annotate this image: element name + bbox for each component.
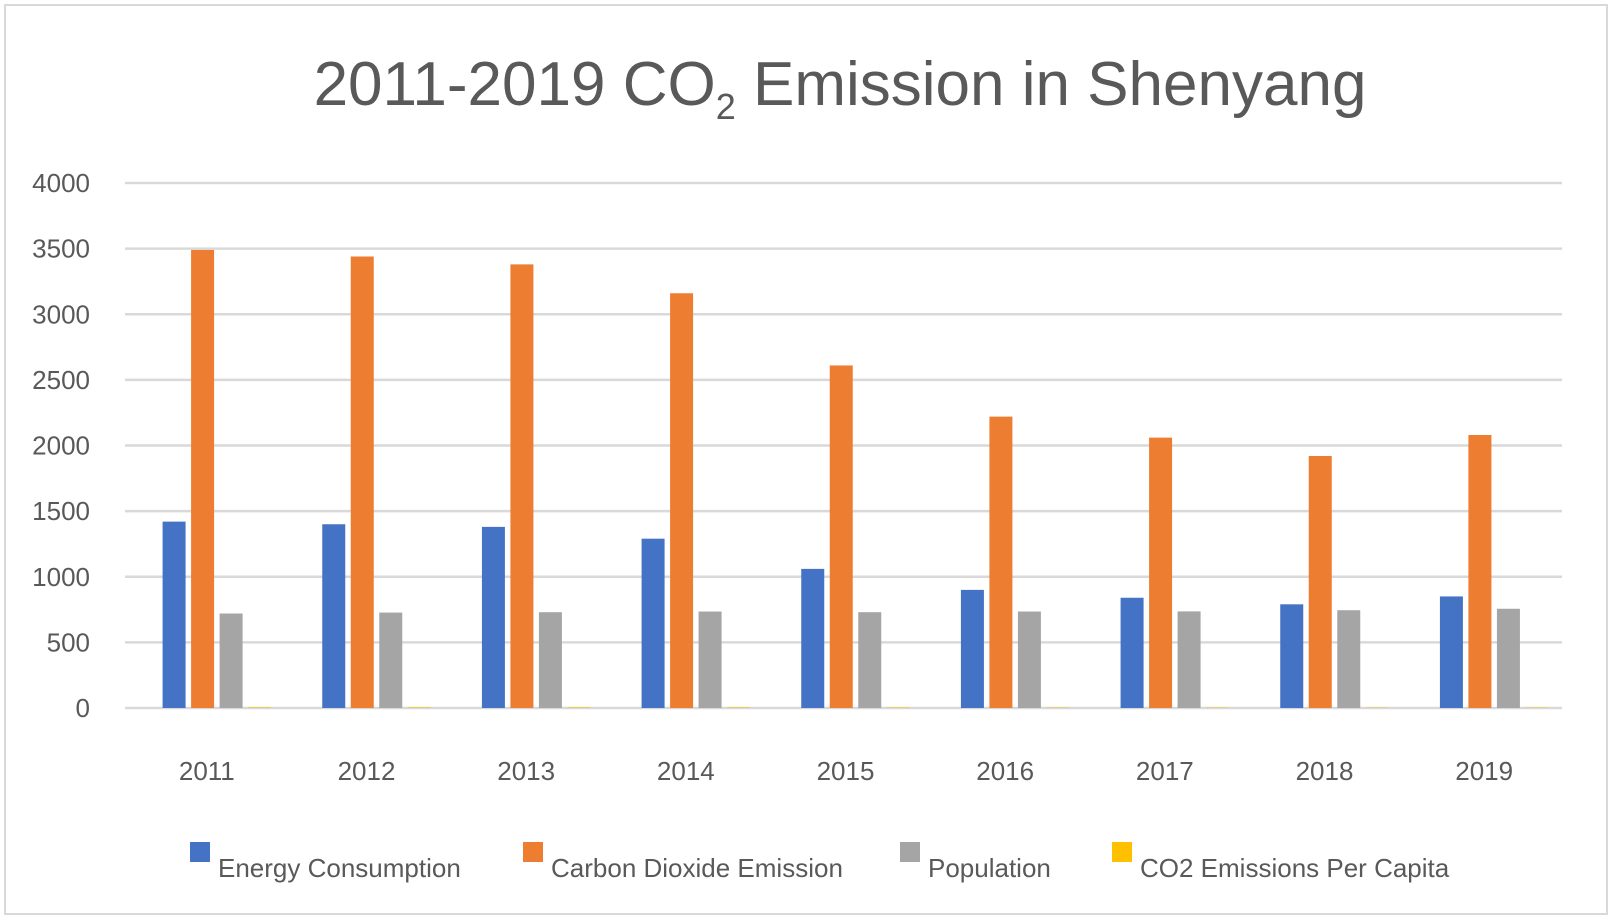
bar-carbon-dioxide-emission-2014 [670,293,694,708]
legend-swatch [900,842,920,862]
bar-co2-emissions-per-capita-2012 [407,707,431,708]
bar-population-2018 [1337,610,1361,708]
legend-label: Population [928,853,1051,883]
y-tick-label: 2500 [32,365,90,395]
bar-carbon-dioxide-emission-2011 [191,249,215,708]
legend-label: Energy Consumption [218,853,461,883]
legend-label: CO2 Emissions Per Capita [1140,853,1450,883]
x-tick-label: 2014 [657,756,715,786]
y-tick-label: 1500 [32,496,90,526]
bar-co2-emissions-per-capita-2011 [248,707,272,708]
bar-population-2014 [698,611,722,708]
chart-title-subscript: 2 [716,86,736,127]
bar-carbon-dioxide-emission-2017 [1149,437,1173,708]
x-tick-label: 2011 [179,756,235,786]
x-tick-label: 2016 [976,756,1034,786]
bar-carbon-dioxide-emission-2013 [510,264,534,708]
y-tick-label: 3500 [32,234,90,264]
legend: Energy Consumption Carbon Dioxide Emissio… [190,842,1450,883]
bar-energy-consumption-2014 [641,538,665,708]
bar-co2-emissions-per-capita-2014 [727,707,751,708]
bar-carbon-dioxide-emission-2012 [350,256,374,708]
bar-population-2011 [219,613,243,708]
y-tick-label: 500 [47,627,90,657]
bar-population-2019 [1496,608,1520,708]
x-tick-label: 2018 [1296,756,1354,786]
x-tick-label: 2017 [1136,756,1194,786]
bar-energy-consumption-2013 [481,526,505,708]
chart-title-main: 2011-2019 CO [314,50,716,119]
x-tick-label: 2013 [497,756,555,786]
chart-title-rest: Emission in Shenyang [736,50,1367,119]
bar-energy-consumption-2012 [322,524,346,708]
bar-population-2016 [1017,611,1041,708]
y-tick-label: 0 [76,693,90,723]
bar-carbon-dioxide-emission-2016 [989,416,1013,708]
bar-energy-consumption-2016 [960,589,984,708]
x-tick-label: 2012 [338,756,396,786]
x-axis-tick-labels: 2011 2012 2013 2014 2015 2016 2017 2018 2019 [179,756,1513,786]
bar-population-2017 [1177,611,1201,708]
y-tick-label: 4000 [32,168,90,198]
y-tick-label: 2000 [32,431,90,461]
bar-energy-consumption-2018 [1280,604,1304,708]
legend-label: Carbon Dioxide Emission [551,853,843,883]
x-tick-label: 2019 [1455,756,1513,786]
chart-title: 2011-2019 CO2 Emission in Shenyang [314,50,1367,127]
bar-population-2012 [379,612,403,708]
y-axis-tick-labels: 0 500 1000 1500 2000 2500 3000 3500 4000 [32,168,90,723]
chart-border [4,4,1608,915]
bar-energy-consumption-2017 [1120,597,1144,708]
bar-carbon-dioxide-emission-2018 [1308,456,1332,708]
bar-energy-consumption-2019 [1439,596,1463,708]
bar-energy-consumption-2015 [801,568,825,708]
bars [162,249,1549,708]
bar-carbon-dioxide-emission-2015 [829,365,853,708]
bar-co2-emissions-per-capita-2013 [567,707,591,708]
bar-energy-consumption-2011 [162,521,186,708]
y-tick-label: 1000 [32,562,90,592]
bar-population-2013 [538,612,562,708]
legend-swatch [190,842,210,862]
y-tick-label: 3000 [32,299,90,329]
bar-carbon-dioxide-emission-2019 [1468,435,1492,708]
x-tick-label: 2015 [817,756,875,786]
legend-swatch [1112,842,1132,862]
bar-population-2015 [858,612,882,708]
legend-swatch [523,842,543,862]
